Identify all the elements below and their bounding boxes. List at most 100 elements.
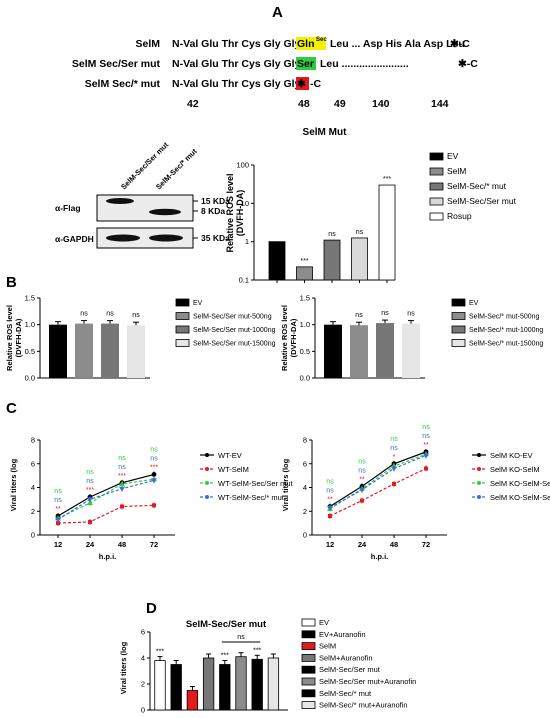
series-line: [57, 504, 155, 524]
data-point: [360, 498, 364, 503]
data-point: [56, 521, 60, 526]
bar: [376, 323, 394, 378]
c_right-x-tick-label: 12: [326, 540, 334, 549]
legend-marker: [205, 481, 209, 485]
size-marker-label: 35 KDa: [201, 233, 230, 243]
legend-item-label: SelM-Sec/* mut: [319, 689, 372, 698]
significance-label: ns: [86, 469, 94, 476]
ros-y-tick-label: 10: [241, 199, 249, 208]
legend-marker: [205, 453, 209, 457]
legend-marker: [477, 495, 481, 499]
x-axis-label: h.p.i.: [99, 552, 117, 561]
legend-item-label: SelM-Sec/Ser mut+Auranofin: [319, 677, 416, 686]
data-point: [151, 478, 157, 484]
seq-highlight-box: [296, 37, 326, 50]
b_left-y-tick-label: 1.0: [25, 320, 35, 329]
legend-item-label: SelM KO-SelM-Sec/* mut: [490, 493, 550, 502]
legend-item-label: EV+Auranofin: [319, 630, 366, 639]
significance-label: ***: [118, 473, 126, 480]
ros-y-tick-label: 1: [245, 237, 249, 246]
c_left-x-tick-label: 72: [150, 540, 158, 549]
significance-label: ***: [383, 176, 391, 183]
seq-row-name: SelM: [135, 38, 160, 50]
c_left-y-tick-label: 8: [31, 436, 35, 445]
legend-item-label: EV: [469, 300, 479, 307]
bar: [251, 658, 263, 711]
b_left-y-tick-label: 0.5: [25, 347, 35, 356]
legend-item-label: SelM: [319, 642, 336, 651]
b_left-y-tick-label: 0.0: [25, 374, 35, 383]
b_right-y-tick-label: 0.0: [300, 374, 310, 383]
significance-label: *: [393, 454, 396, 461]
y-axis-label: Viral titers (log: [281, 458, 290, 511]
data-point: [55, 517, 61, 523]
significance-label: ns: [381, 310, 389, 317]
legend-item-swatch: [175, 298, 190, 307]
panel-label-d: D: [146, 600, 157, 617]
seq-highlight-box: [296, 77, 309, 90]
seq-highlight-superscript: Sec: [316, 37, 327, 43]
data-point: [392, 481, 396, 486]
significance-label: ***: [150, 464, 158, 471]
data-point: [120, 504, 124, 509]
significance-label: ns: [118, 464, 126, 471]
legend-item-label: SelM KO-SelM: [490, 465, 540, 474]
c_right-x-tick-label: 24: [358, 540, 367, 549]
legend-item-swatch: [175, 325, 190, 334]
ros-y-tick-label: 100: [236, 161, 249, 170]
legend-item-label: SelM-Sec/Ser mut-500ng: [193, 314, 272, 321]
legend-item-swatch: [301, 701, 316, 709]
y-axis-label: Relative ROS level: [225, 173, 235, 252]
b_right-y-tick-label: 0.5: [300, 347, 310, 356]
seq-position: 48: [298, 98, 310, 110]
d-y-tick-label: 6: [141, 628, 145, 637]
seq-row-rest: Leu ... Asp His Ala Asp Leu: [330, 38, 465, 50]
significance-label: ***: [300, 258, 308, 265]
legend-item-label: SelM-Sec/Ser mut: [447, 196, 517, 206]
data-point: [87, 499, 93, 505]
seq-row-name: SelM Sec/* mut: [85, 78, 161, 90]
seq-row-end: ✱-C: [450, 38, 470, 50]
panel-label-c: C: [6, 400, 17, 417]
significance-label: ***: [156, 649, 164, 656]
bar: [101, 323, 119, 378]
significance-label: **: [423, 442, 429, 449]
seq-highlight-residue: Ser: [297, 58, 314, 70]
series-line: [329, 451, 427, 508]
legend-item-label: WT-SelM: [218, 465, 249, 474]
seq-row-sec-ser: SelM Sec/Ser mut N-Val Glu Thr Cys Gly G…: [72, 57, 478, 70]
c_left-x-tick-label: 24: [86, 540, 95, 549]
seq-row-sequence: N-Val Glu Thr Cys Gly Gly: [172, 58, 301, 70]
legend-item-swatch: [301, 665, 316, 674]
bar: [350, 325, 368, 378]
y-axis-label: (DVFH-DA): [14, 318, 23, 357]
significance-label: ns: [390, 436, 398, 443]
significance-label: ***: [253, 647, 261, 654]
blot-band: [149, 234, 183, 242]
legend-item-swatch: [301, 642, 316, 650]
legend-item-swatch: [429, 152, 444, 161]
y-axis-label: (DVFH-DA): [235, 190, 245, 237]
significance-label: **: [327, 497, 333, 504]
significance-label: ns: [358, 467, 366, 474]
bar: [323, 239, 341, 281]
legend-item-label: Rosup: [447, 211, 472, 221]
significance-label: ns: [326, 479, 334, 486]
data-point: [424, 466, 428, 471]
data-point: [87, 497, 93, 503]
legend-item-label: SelM-Sec/* mut: [447, 181, 507, 191]
legend-item-swatch: [429, 167, 444, 176]
significance-label: ns: [150, 446, 158, 453]
legend-marker: [477, 481, 481, 485]
seq-row-end: ✱-C: [458, 58, 478, 70]
legend-item-label: SelM: [447, 166, 466, 176]
y-axis-label: Relative ROS level: [280, 305, 289, 371]
series-line: [329, 454, 427, 509]
legend-item-label: SelM-Sec/Ser mut-1000ng: [193, 327, 276, 334]
legend-item-swatch: [301, 677, 316, 686]
d-y-tick-label: 4: [141, 654, 145, 663]
x-axis-label: h.p.i.: [371, 552, 389, 561]
legend-item-swatch: [429, 182, 444, 191]
legend-item-label: SelM-Sec/* mut+Auranofin: [319, 701, 408, 710]
